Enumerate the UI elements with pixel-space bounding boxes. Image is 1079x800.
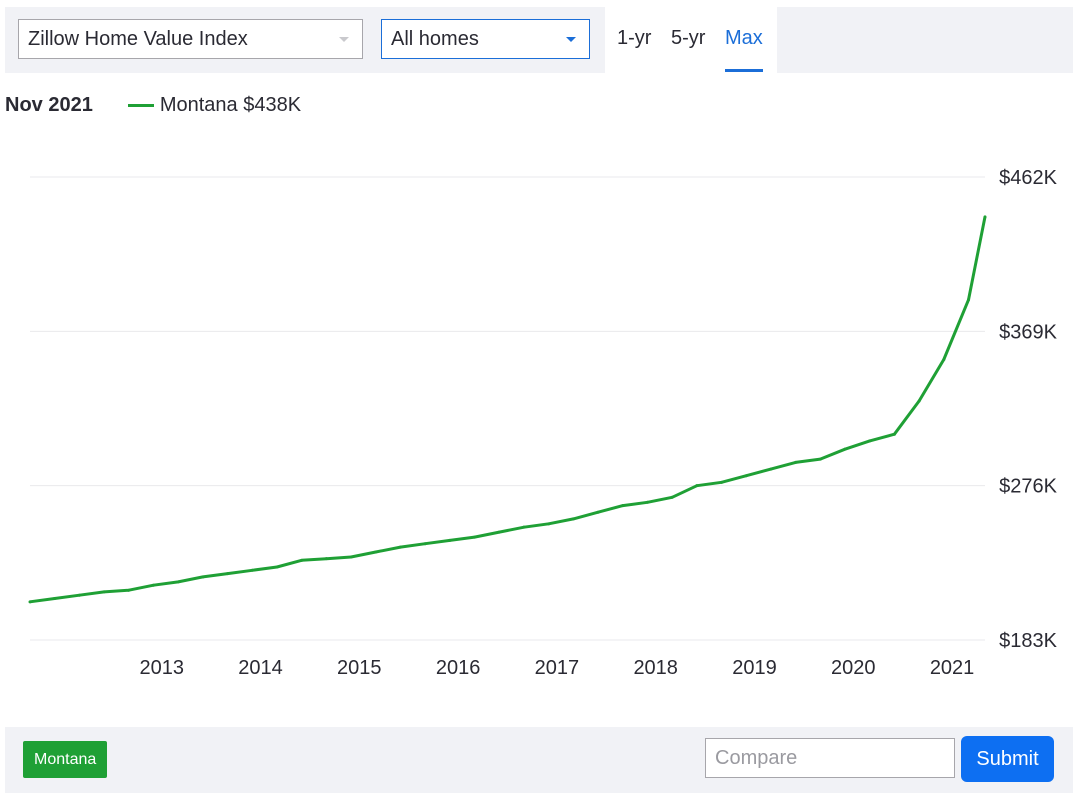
x-tick-label: 2015 bbox=[337, 657, 382, 679]
data-point bbox=[448, 538, 452, 542]
data-point bbox=[398, 545, 402, 549]
submit-button[interactable]: Submit bbox=[961, 736, 1054, 782]
home-type-select[interactable]: All homes bbox=[381, 19, 590, 59]
data-point bbox=[522, 525, 526, 529]
x-tick-label: 2018 bbox=[633, 657, 678, 679]
data-point bbox=[250, 568, 254, 572]
footer-bar: Montana Submit bbox=[5, 727, 1073, 793]
controls-bar: Zillow Home Value Index All homes 1-yr 5… bbox=[5, 7, 1073, 73]
legend-date: Nov 2021 bbox=[5, 94, 93, 116]
home-type-select-value: All homes bbox=[391, 28, 479, 50]
data-point bbox=[621, 504, 625, 508]
x-tick-label: 2013 bbox=[139, 657, 184, 679]
tab-1-yr[interactable]: 1-yr bbox=[617, 27, 652, 49]
data-point bbox=[423, 542, 427, 546]
data-point bbox=[892, 432, 896, 436]
y-tick-label: $183K bbox=[999, 630, 1057, 652]
metric-select-value: Zillow Home Value Index bbox=[28, 28, 248, 50]
data-point bbox=[176, 580, 180, 584]
data-point bbox=[127, 588, 131, 592]
data-point bbox=[102, 590, 106, 594]
compare-input[interactable] bbox=[705, 738, 955, 778]
data-point bbox=[53, 597, 57, 601]
series-line-montana bbox=[29, 216, 987, 604]
data-point bbox=[201, 575, 205, 579]
x-tick-label: 2020 bbox=[831, 657, 876, 679]
tab-5-yr[interactable]: 5-yr bbox=[671, 27, 706, 49]
data-point bbox=[374, 550, 378, 554]
data-point bbox=[818, 457, 822, 461]
data-point bbox=[151, 583, 155, 587]
data-point bbox=[226, 572, 230, 576]
data-point bbox=[720, 480, 724, 484]
chevron-down-icon bbox=[566, 37, 576, 42]
data-point bbox=[917, 399, 921, 403]
legend-swatch bbox=[127, 104, 154, 107]
data-point bbox=[942, 358, 946, 362]
line-chart[interactable]: $183K $276K $369K $462K 2013 2014 2015 2016 2017… bbox=[0, 130, 1079, 690]
data-point bbox=[645, 500, 649, 504]
data-point bbox=[983, 215, 987, 219]
data-point bbox=[794, 460, 798, 464]
x-tick-label: 2021 bbox=[930, 657, 975, 679]
range-tabs: 1-yr 5-yr Max bbox=[605, 7, 777, 73]
metric-select[interactable]: Zillow Home Value Index bbox=[18, 19, 363, 59]
data-point bbox=[300, 558, 304, 562]
data-point bbox=[547, 522, 551, 526]
data-point bbox=[670, 495, 674, 499]
y-tick-label: $462K bbox=[999, 167, 1057, 189]
data-point bbox=[77, 593, 81, 597]
data-point bbox=[868, 439, 872, 443]
data-point bbox=[275, 565, 279, 569]
region-chip-montana[interactable]: Montana bbox=[23, 741, 108, 778]
data-point bbox=[571, 517, 575, 521]
x-tick-label: 2019 bbox=[732, 657, 777, 679]
data-point bbox=[349, 555, 353, 559]
data-point bbox=[769, 467, 773, 471]
data-point bbox=[967, 298, 971, 302]
x-tick-label: 2017 bbox=[535, 657, 580, 679]
chart-legend: Nov 2021 Montana $438K bbox=[5, 94, 301, 117]
chevron-down-icon bbox=[339, 37, 349, 42]
legend-series-label: Montana $438K bbox=[159, 94, 302, 116]
data-point bbox=[324, 557, 328, 561]
data-point bbox=[744, 474, 748, 478]
data-point bbox=[843, 447, 847, 451]
data-point bbox=[497, 530, 501, 534]
x-tick-label: 2014 bbox=[238, 657, 283, 679]
y-tick-label: $369K bbox=[999, 321, 1057, 343]
tab-max[interactable]: Max bbox=[725, 27, 763, 49]
active-tab-indicator bbox=[725, 69, 763, 72]
x-tick-label: 2016 bbox=[436, 657, 481, 679]
y-tick-label: $276K bbox=[999, 476, 1057, 498]
data-point bbox=[695, 484, 699, 488]
data-point bbox=[473, 535, 477, 539]
data-point bbox=[596, 510, 600, 514]
data-point bbox=[28, 600, 32, 604]
